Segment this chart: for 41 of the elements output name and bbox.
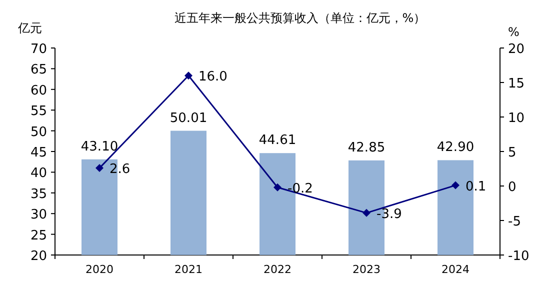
point bbox=[362, 208, 370, 217]
y-tick-label: 70 bbox=[30, 42, 47, 57]
y2-tick-label: -5 bbox=[508, 214, 521, 230]
data-label: -0.2 bbox=[288, 181, 313, 196]
chart-title: 近五年来一般公共预算收入（单位：亿元，%） bbox=[174, 11, 426, 25]
point bbox=[184, 72, 192, 80]
y2-axis-title: % bbox=[508, 25, 520, 39]
y-tick-label: 20 bbox=[30, 249, 47, 264]
data-label: 2.6 bbox=[110, 162, 130, 178]
x-tick-label: 2021 bbox=[174, 263, 202, 276]
y-tick-label: 60 bbox=[30, 83, 47, 98]
point bbox=[96, 164, 104, 172]
data-label: 0.1 bbox=[466, 179, 486, 194]
x-tick-label: 2020 bbox=[86, 263, 114, 276]
y2-tick-label: 0 bbox=[508, 180, 516, 195]
point bbox=[274, 183, 282, 192]
y-tick-label: 50 bbox=[30, 124, 47, 140]
data-label: 44.61 bbox=[258, 133, 296, 148]
y-tick-label: 35 bbox=[30, 186, 47, 202]
x-tick-label: 2024 bbox=[442, 263, 470, 276]
y-axis-title: 亿元 bbox=[17, 21, 42, 35]
point bbox=[452, 181, 460, 190]
data-label: 42.90 bbox=[436, 140, 474, 156]
data-label: -3.9 bbox=[376, 206, 402, 222]
y-tick-label: 45 bbox=[30, 146, 47, 160]
y2-tick-label: 15 bbox=[508, 76, 525, 92]
y2-tick-label: -10 bbox=[508, 249, 530, 264]
y-tick-label: 65 bbox=[30, 62, 47, 78]
data-label: 50.01 bbox=[170, 110, 208, 126]
y2-tick-label: 20 bbox=[508, 42, 525, 57]
y2-tick-label: 10 bbox=[508, 111, 525, 126]
data-label: 43.10 bbox=[80, 139, 118, 154]
y-tick-label: 55 bbox=[30, 104, 47, 120]
x-tick-label: 2022 bbox=[264, 263, 292, 276]
data-label: 16.0 bbox=[198, 70, 228, 85]
y-tick-label: 40 bbox=[30, 166, 47, 182]
y-tick-label: 30 bbox=[30, 208, 47, 223]
y2-tick-label: 5 bbox=[508, 146, 516, 160]
x-tick-label: 2023 bbox=[352, 263, 380, 276]
y-tick-label: 25 bbox=[30, 228, 47, 244]
data-label: 42.85 bbox=[348, 140, 386, 156]
